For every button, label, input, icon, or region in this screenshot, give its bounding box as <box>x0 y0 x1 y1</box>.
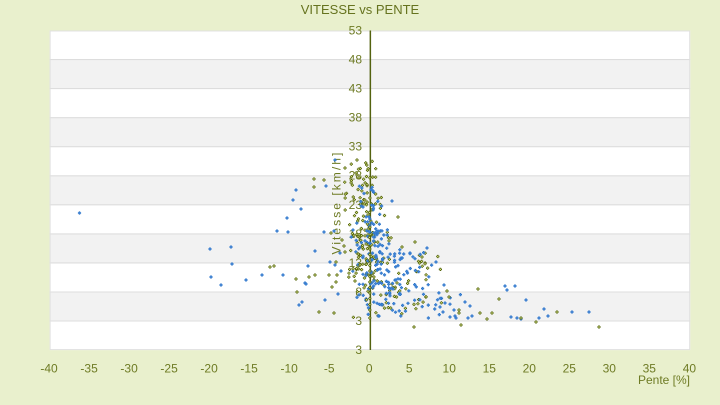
svg-text:10: 10 <box>443 362 457 376</box>
svg-text:VITESSE vs PENTE: VITESSE vs PENTE <box>301 2 420 17</box>
svg-text:15: 15 <box>483 362 497 376</box>
svg-text:3: 3 <box>355 314 362 328</box>
svg-text:33: 33 <box>349 140 363 154</box>
svg-text:30: 30 <box>603 362 617 376</box>
svg-text:-10: -10 <box>281 362 299 376</box>
svg-text:53: 53 <box>349 23 363 37</box>
svg-text:-40: -40 <box>40 362 58 376</box>
svg-text:-20: -20 <box>200 362 218 376</box>
svg-text:25: 25 <box>563 362 577 376</box>
svg-text:43: 43 <box>349 82 363 96</box>
svg-text:-25: -25 <box>160 362 178 376</box>
svg-text:0: 0 <box>366 362 373 376</box>
svg-text:20: 20 <box>523 362 537 376</box>
svg-text:Pente [%]: Pente [%] <box>638 373 690 387</box>
svg-text:23: 23 <box>349 198 363 212</box>
svg-text:-30: -30 <box>120 362 138 376</box>
svg-text:38: 38 <box>349 111 363 125</box>
svg-text:13: 13 <box>349 256 363 270</box>
svg-text:Vitesse [km/h]: Vitesse [km/h] <box>330 151 344 255</box>
svg-text:-35: -35 <box>80 362 98 376</box>
svg-text:-15: -15 <box>240 362 258 376</box>
svg-text:-5: -5 <box>324 362 335 376</box>
svg-text:3: 3 <box>355 343 362 357</box>
svg-text:35: 35 <box>643 362 657 376</box>
svg-text:48: 48 <box>349 53 363 67</box>
svg-text:40: 40 <box>683 362 697 376</box>
svg-text:5: 5 <box>406 362 413 376</box>
